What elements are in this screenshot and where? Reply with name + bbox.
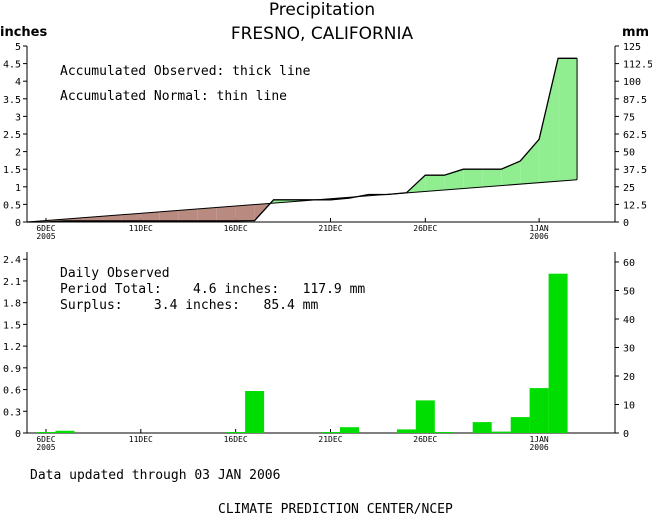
accumulated-normal-line — [26, 179, 578, 223]
accumulated-left-tick-label: 3.5 — [3, 95, 21, 106]
period-total-note: Period Total: 4.6 inches: 117.9 mm — [60, 282, 365, 297]
deficit-area — [216, 206, 236, 221]
accumulated-right-tick-label: 87.5 — [623, 95, 647, 106]
daily-bar — [472, 422, 492, 433]
daily-bar — [529, 388, 549, 433]
deficit-area — [235, 204, 255, 221]
accumulated-right-tick-label: 0 — [623, 218, 629, 229]
accumulated-left-tick-label: 0 — [15, 218, 21, 229]
daily-x-tick-label: 11DEC — [129, 435, 153, 444]
daily-x-tick-label: 26DEC — [413, 435, 437, 444]
accumulated-observed-note: Accumulated Observed: thick line — [60, 64, 311, 79]
daily-panel: 0 0.3 0.6 0.9 1.2 1.5 1.8 2.1 2.4 0 10 20 30 40 50 60 6D… — [3, 252, 635, 452]
accumulated-x-tick-label: 2006 — [529, 232, 548, 241]
accumulated-right-tick-label: 25 — [623, 183, 635, 194]
surplus-area — [463, 169, 483, 189]
accumulated-right-tick-label: 12.5 — [623, 200, 647, 211]
accumulated-x-tick-label: 1JAN — [529, 224, 548, 233]
daily-left-tick-label: 0.3 — [3, 407, 21, 418]
daily-left-tick-label: 1.2 — [3, 342, 21, 353]
deficit-area — [159, 210, 179, 221]
accumulated-x-tick-label: 2005 — [36, 232, 55, 241]
accumulated-left-tick-label: 5 — [15, 42, 21, 53]
accumulated-normal-note: Accumulated Normal: thin line — [60, 89, 287, 104]
accumulated-right-tick-label: 62.5 — [623, 130, 647, 141]
daily-bar — [548, 273, 568, 433]
surplus-area — [482, 169, 502, 187]
surplus-area — [539, 58, 559, 183]
deficit-area — [197, 207, 217, 221]
daily-left-tick-label: 0.9 — [3, 364, 21, 375]
top-left-unit-label: inches — [0, 25, 47, 40]
daily-right-tick-label: 60 — [623, 258, 635, 269]
daily-right-tick-label: 0 — [623, 429, 629, 440]
surplus-area — [425, 175, 445, 192]
surplus-area — [520, 139, 540, 185]
daily-left-tick-label: 0.6 — [3, 386, 21, 397]
daily-right-tick-label: 50 — [623, 286, 635, 297]
accumulated-left-tick-label: 1 — [15, 183, 21, 194]
accumulated-x-tick-label: 6DEC — [36, 224, 55, 233]
daily-left-tick-label: 2.1 — [3, 277, 21, 288]
accumulated-right-tick-label: 37.5 — [623, 165, 647, 176]
accumulated-left-tick-label: 1.5 — [3, 165, 21, 176]
daily-x-tick-label: 21DEC — [318, 435, 342, 444]
daily-bar — [226, 432, 246, 433]
accumulated-right-tick-label: 112.5 — [623, 60, 652, 71]
accumulated-right-tick-label: 125 — [623, 42, 641, 53]
daily-bar — [491, 431, 511, 433]
accumulated-left-tick-label: 0.5 — [3, 200, 21, 211]
daily-left-tick-label: 0 — [15, 429, 21, 440]
accumulated-panel: 00.511.522.533.544.55012.52537.55062.575… — [3, 42, 652, 241]
surplus-area — [444, 169, 464, 190]
chart-subtitle: FRESNO, CALIFORNIA — [231, 24, 414, 44]
daily-bar — [36, 432, 56, 433]
top-right-unit-label: mm — [622, 25, 649, 40]
daily-right-tick-label: 40 — [623, 315, 635, 326]
daily-left-tick-label: 2.4 — [3, 255, 21, 266]
accumulated-x-tick-label: 11DEC — [129, 224, 153, 233]
deficit-area — [121, 213, 141, 221]
daily-left-tick-label: 1.5 — [3, 320, 21, 331]
accumulated-x-tick-label: 16DEC — [224, 224, 248, 233]
accumulated-left-tick-label: 2 — [15, 148, 21, 159]
deficit-area — [140, 211, 160, 221]
daily-bar — [434, 432, 454, 433]
daily-bar — [55, 430, 75, 433]
daily-bar — [415, 400, 435, 433]
accumulated-observed-line — [27, 57, 578, 223]
daily-right-tick-label: 30 — [623, 343, 635, 354]
daily-x-tick-label: 2005 — [36, 443, 55, 452]
data-updated-note: Data updated through 03 JAN 2006 — [30, 468, 280, 483]
accumulated-right-tick-label: 75 — [623, 112, 635, 123]
daily-observed-note: Daily Observed — [60, 266, 170, 281]
daily-right-tick-label: 10 — [623, 400, 635, 411]
daily-bar — [510, 417, 530, 433]
daily-bar — [396, 429, 416, 433]
accumulated-left-tick-label: 2.5 — [3, 130, 21, 141]
accumulated-left-tick-label: 4 — [15, 77, 21, 88]
footer-credit: CLIMATE PREDICTION CENTER/NCEP — [218, 502, 453, 517]
chart-title: Precipitation — [269, 0, 375, 20]
accumulated-x-tick-label: 26DEC — [413, 224, 437, 233]
daily-bar — [245, 391, 265, 433]
accumulated-left-tick-label: 4.5 — [3, 60, 21, 71]
daily-x-tick-label: 6DEC — [36, 435, 55, 444]
daily-x-tick-label: 16DEC — [224, 435, 248, 444]
daily-x-tick-label: 2006 — [529, 443, 548, 452]
daily-right-tick-label: 20 — [623, 372, 635, 383]
surplus-area — [558, 58, 578, 182]
surplus-note: Surplus: 3.4 inches: 85.4 mm — [60, 298, 318, 313]
daily-x-tick-label: 1JAN — [529, 435, 548, 444]
daily-bar — [340, 427, 359, 433]
accumulated-x-tick-label: 21DEC — [318, 224, 342, 233]
accumulated-right-tick-label: 50 — [623, 148, 635, 159]
deficit-area — [178, 208, 198, 221]
daily-bar — [321, 432, 340, 433]
accumulated-left-tick-label: 3 — [15, 112, 21, 123]
daily-left-tick-label: 1.8 — [3, 299, 21, 310]
accumulated-right-tick-label: 100 — [623, 77, 641, 88]
